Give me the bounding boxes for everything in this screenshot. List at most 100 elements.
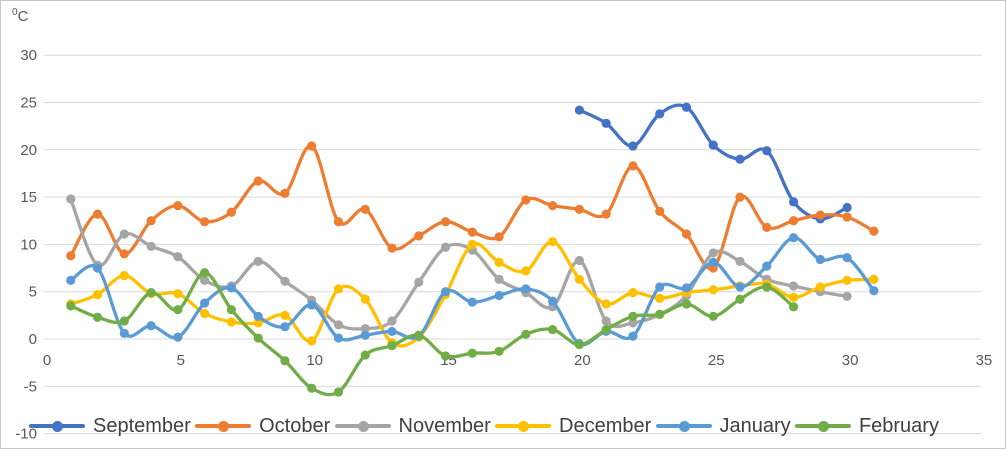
data-point-february-18 xyxy=(521,329,531,339)
data-point-january-28 xyxy=(788,233,799,243)
data-point-october-30 xyxy=(842,212,852,222)
data-point-october-4 xyxy=(146,216,156,226)
data-point-february-28 xyxy=(788,302,799,312)
legend-label-december: December xyxy=(559,414,652,437)
legend-dot-january xyxy=(678,420,690,432)
unit-letter: C xyxy=(17,8,29,25)
x-tick-label-5: 5 xyxy=(177,352,185,369)
data-point-february-12 xyxy=(360,350,370,360)
data-point-january-23 xyxy=(655,282,665,292)
y-axis-unit-label: 0C xyxy=(12,7,28,25)
data-point-december-29 xyxy=(815,282,825,292)
data-point-november-25 xyxy=(708,248,718,258)
y-tick-label--5: -5 xyxy=(24,378,37,395)
data-point-november-28 xyxy=(788,281,799,291)
data-point-january-8 xyxy=(253,311,263,321)
data-point-december-25 xyxy=(708,285,718,295)
data-point-november-15 xyxy=(440,242,451,252)
data-point-january-15 xyxy=(440,287,451,297)
data-point-september-22 xyxy=(628,141,638,151)
legend-dot-november xyxy=(357,420,369,432)
legend-item-february[interactable]: February xyxy=(794,415,939,438)
legend-item-january[interactable]: January xyxy=(655,414,791,438)
data-point-october-31 xyxy=(869,226,879,236)
legend-label-november: November xyxy=(398,414,491,437)
data-point-october-14 xyxy=(414,231,424,241)
data-point-september-25 xyxy=(708,140,718,150)
y-tick-label-0: 0 xyxy=(29,331,37,348)
data-point-february-23 xyxy=(655,309,665,320)
x-tick-label-20: 20 xyxy=(574,352,591,369)
data-point-november-21 xyxy=(601,316,611,326)
data-point-december-11 xyxy=(333,284,344,294)
legend-item-november[interactable]: November xyxy=(334,414,491,438)
data-point-january-10 xyxy=(307,300,317,310)
data-point-october-17 xyxy=(494,232,504,242)
y-tick-label-5: 5 xyxy=(29,284,37,301)
data-point-january-19 xyxy=(548,296,558,306)
data-point-january-11 xyxy=(333,333,344,343)
data-point-november-14 xyxy=(414,277,424,287)
data-point-december-21 xyxy=(601,299,611,309)
data-point-february-25 xyxy=(708,311,718,321)
data-point-february-4 xyxy=(146,288,156,298)
data-point-february-13 xyxy=(387,341,397,351)
data-point-february-17 xyxy=(494,346,504,356)
data-point-december-7 xyxy=(226,317,236,327)
data-point-october-10 xyxy=(307,141,317,151)
data-point-february-24 xyxy=(681,299,692,309)
data-point-january-12 xyxy=(360,330,370,340)
data-point-october-19 xyxy=(548,201,558,211)
data-point-november-13 xyxy=(387,316,397,326)
data-point-february-5 xyxy=(173,305,183,315)
legend-label-january: January xyxy=(719,414,791,437)
data-point-september-28 xyxy=(788,197,799,207)
data-point-february-10 xyxy=(307,383,317,393)
data-point-february-6 xyxy=(200,268,210,278)
y-tick-label-10: 10 xyxy=(20,236,37,253)
x-tick-label-0: 0 xyxy=(43,352,51,369)
data-point-january-22 xyxy=(628,331,638,341)
data-point-february-8 xyxy=(253,333,263,343)
data-point-october-20 xyxy=(574,204,585,214)
data-point-october-12 xyxy=(360,204,370,214)
data-point-january-18 xyxy=(521,284,531,294)
series-line-september xyxy=(577,103,849,221)
data-point-october-11 xyxy=(333,217,344,227)
data-point-december-16 xyxy=(467,239,477,249)
data-point-october-6 xyxy=(200,217,210,227)
data-point-november-9 xyxy=(280,276,290,286)
data-point-february-22 xyxy=(628,311,638,321)
data-point-december-9 xyxy=(280,310,290,320)
legend-item-october[interactable]: October xyxy=(195,415,330,438)
data-point-october-5 xyxy=(173,201,183,211)
x-tick-label-35: 35 xyxy=(976,352,993,369)
legend-marker-icon-february xyxy=(794,420,851,432)
data-point-december-20 xyxy=(574,274,585,285)
data-point-november-17 xyxy=(494,274,504,285)
data-point-february-7 xyxy=(226,305,236,315)
legend-item-december[interactable]: December xyxy=(495,415,651,438)
data-point-january-7 xyxy=(226,283,236,293)
data-point-october-3 xyxy=(119,249,129,259)
data-point-january-9 xyxy=(280,322,290,332)
data-point-october-29 xyxy=(815,210,825,220)
data-point-september-20 xyxy=(574,105,585,115)
data-point-january-1 xyxy=(66,275,76,285)
data-point-january-24 xyxy=(681,283,692,293)
data-point-october-15 xyxy=(440,217,451,227)
legend-label-october: October xyxy=(259,414,331,437)
data-point-november-22 xyxy=(628,318,638,328)
legend-marker-icon-september xyxy=(29,420,85,432)
legend-item-september[interactable]: September xyxy=(29,415,191,438)
data-point-january-27 xyxy=(762,261,772,271)
data-point-october-21 xyxy=(601,209,611,219)
data-point-january-17 xyxy=(494,290,504,301)
data-point-october-28 xyxy=(788,216,799,226)
x-tick-label-30: 30 xyxy=(842,352,859,369)
data-point-december-23 xyxy=(655,293,665,303)
data-point-november-12 xyxy=(360,323,370,334)
data-point-december-2 xyxy=(92,289,103,300)
data-point-november-1 xyxy=(66,194,76,204)
